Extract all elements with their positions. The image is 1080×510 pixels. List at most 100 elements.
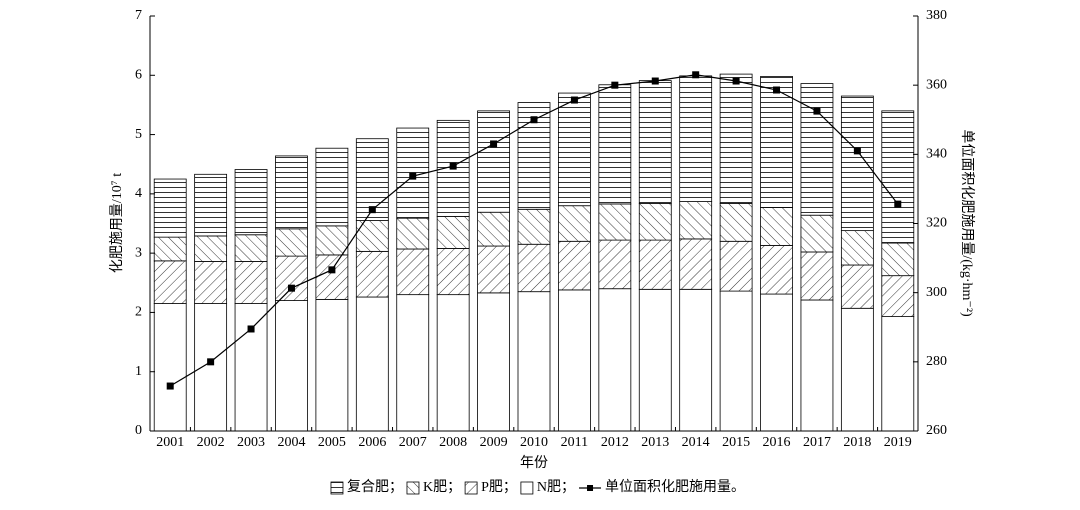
line-marker <box>773 86 781 94</box>
legend-marker <box>587 485 594 491</box>
line-marker <box>732 77 740 85</box>
bar-segment <box>315 298 349 432</box>
bar-segment <box>558 92 591 207</box>
line-marker <box>611 81 619 89</box>
bar-segment <box>719 73 753 204</box>
bar-segment <box>275 300 308 432</box>
legend-swatch <box>464 481 478 495</box>
bar-segment <box>840 230 874 266</box>
y2-tick-label: 300 <box>926 285 947 300</box>
bar-segment <box>153 260 187 304</box>
bar-segment <box>517 243 551 293</box>
bar-segment <box>881 275 915 317</box>
x-tick-label: 2013 <box>641 435 669 450</box>
y-tick-label: 0 <box>135 423 142 438</box>
line-marker <box>368 206 376 214</box>
bar-segment <box>679 238 713 290</box>
bar-segment <box>194 173 228 237</box>
bar-segment <box>638 80 672 204</box>
line-marker <box>570 96 578 104</box>
line-marker <box>287 284 295 292</box>
line-marker <box>813 107 821 115</box>
bar-segment <box>840 307 874 432</box>
bar-segment <box>517 291 551 432</box>
bar-segment <box>558 240 591 291</box>
bar-segment <box>315 147 349 227</box>
y-axis-title: 化肥施用量/10⁷ t <box>109 173 125 273</box>
bar-segment <box>638 239 672 290</box>
bar-segment <box>477 245 510 294</box>
bar-segment <box>679 75 713 202</box>
bar-segment <box>234 261 268 304</box>
x-tick-label: 2005 <box>318 435 346 450</box>
bar-segment <box>800 299 834 432</box>
x-tick-label: 2012 <box>601 435 629 450</box>
bar-segment <box>598 288 632 432</box>
bar-segment <box>598 203 632 241</box>
bar-segment <box>679 201 713 240</box>
line-marker <box>692 71 700 79</box>
bar-segment <box>800 214 834 253</box>
line-marker <box>207 358 215 366</box>
bar-segment <box>719 240 753 292</box>
y2-tick-label: 320 <box>926 216 947 231</box>
line-marker <box>530 116 538 124</box>
bar-segment <box>760 207 793 246</box>
bar-segment <box>598 84 632 205</box>
legend-swatch <box>406 481 420 495</box>
bar-segment <box>558 205 591 242</box>
legend-label: N肥； <box>537 480 575 495</box>
bar-segment <box>800 83 834 216</box>
x-tick-label: 2011 <box>561 435 588 450</box>
bar-segment <box>396 248 430 296</box>
bar-segment <box>881 110 915 244</box>
y2-tick-label: 380 <box>926 8 947 23</box>
y2-tick-label: 360 <box>926 77 947 92</box>
line-marker <box>166 382 174 390</box>
bar-segment <box>355 220 389 252</box>
bar-segment <box>760 76 793 208</box>
x-tick-label: 2009 <box>480 435 508 450</box>
line-marker <box>651 77 659 85</box>
line-marker <box>247 325 255 333</box>
bar-segment <box>760 245 793 295</box>
bar-segment <box>679 288 713 432</box>
x-tick-label: 2019 <box>884 435 912 450</box>
y2-tick-label: 340 <box>926 147 947 162</box>
bar-segment <box>881 316 915 432</box>
legend-label: 单位面积化肥施用量。 <box>605 479 745 495</box>
bar-segment <box>517 208 551 245</box>
y-tick-label: 1 <box>135 364 142 379</box>
bar-segment <box>355 296 389 432</box>
x-tick-label: 2007 <box>399 435 427 450</box>
x-tick-label: 2004 <box>277 435 305 450</box>
y-tick-label: 7 <box>135 8 142 23</box>
bar-segment <box>234 234 268 262</box>
legend-swatch <box>330 481 344 495</box>
bar-segment <box>153 236 187 262</box>
bar-segment <box>153 178 187 238</box>
bar-segment <box>234 303 268 432</box>
y-tick-label: 4 <box>135 186 142 201</box>
y-tick-label: 6 <box>135 68 142 83</box>
bar-segment <box>194 261 228 304</box>
bar-segment <box>234 169 268 236</box>
bar-segment <box>719 290 753 432</box>
x-tick-label: 2015 <box>722 435 750 450</box>
x-tick-label: 2006 <box>358 435 386 450</box>
legend-label: P肥； <box>481 480 517 495</box>
bar-segment <box>760 293 793 432</box>
line-marker <box>853 147 861 155</box>
bar-segment <box>598 239 632 290</box>
x-tick-label: 2001 <box>156 435 184 450</box>
bar-segment <box>477 211 510 247</box>
x-tick-label: 2010 <box>520 435 548 450</box>
bar-segment <box>517 102 551 210</box>
bar-segment <box>153 303 187 432</box>
bar-segment <box>275 155 308 230</box>
line-marker <box>449 162 457 170</box>
x-tick-label: 2016 <box>763 435 791 450</box>
legend-label: K肥； <box>423 480 461 495</box>
